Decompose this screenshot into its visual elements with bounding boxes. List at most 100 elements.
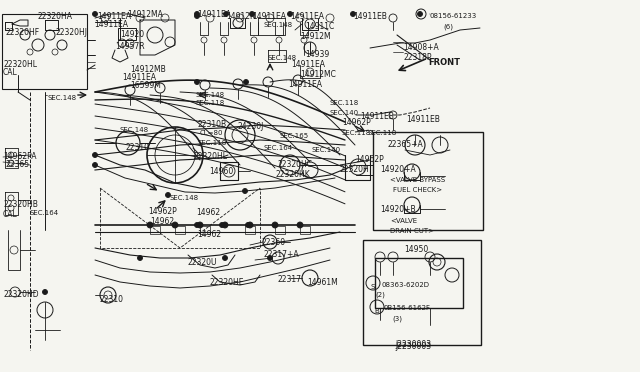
Text: SEC.118: SEC.118 (368, 130, 397, 136)
Text: 08156-61233: 08156-61233 (430, 13, 477, 19)
Text: 14911EB: 14911EB (406, 115, 440, 124)
Circle shape (417, 12, 422, 16)
Text: SEC.148: SEC.148 (195, 92, 224, 98)
Text: 22310: 22310 (100, 295, 124, 304)
Circle shape (223, 12, 228, 16)
Text: FRONT: FRONT (428, 58, 460, 67)
Text: 22320HL: 22320HL (3, 60, 37, 69)
Text: J2230003: J2230003 (395, 340, 431, 349)
Text: 14920: 14920 (120, 30, 144, 39)
Circle shape (222, 222, 228, 228)
Circle shape (297, 222, 303, 228)
Circle shape (93, 12, 97, 16)
Circle shape (246, 222, 250, 228)
Text: 22320HA: 22320HA (37, 12, 72, 21)
Circle shape (195, 222, 200, 228)
Text: 22320HJ: 22320HJ (55, 28, 87, 37)
Bar (373, 132, 483, 230)
Text: 14911EA: 14911EA (94, 20, 128, 29)
Circle shape (197, 222, 203, 228)
Circle shape (172, 222, 178, 228)
Text: 14911C: 14911C (305, 22, 334, 31)
Circle shape (42, 289, 47, 295)
Circle shape (93, 153, 97, 157)
Text: 14962: 14962 (150, 217, 174, 226)
Text: 22365+A: 22365+A (388, 140, 424, 149)
Text: SEC.164: SEC.164 (264, 145, 293, 151)
Text: SEC.148: SEC.148 (120, 127, 149, 133)
Text: 22320HD: 22320HD (3, 290, 38, 299)
Text: DRAIN CUT>: DRAIN CUT> (390, 228, 434, 234)
Text: 14911EB: 14911EB (360, 112, 394, 121)
Text: 22320HE: 22320HE (210, 278, 244, 287)
Text: SEC.118: SEC.118 (330, 100, 359, 106)
Text: 22320U: 22320U (188, 258, 218, 267)
Text: (2): (2) (375, 292, 385, 298)
Circle shape (223, 256, 227, 260)
Text: 14911EA: 14911EA (122, 73, 156, 82)
Text: <VALVE BYPASS: <VALVE BYPASS (390, 177, 445, 183)
Text: B: B (374, 308, 380, 314)
Text: SEC.118: SEC.118 (195, 100, 224, 106)
Circle shape (93, 163, 97, 167)
Text: SEC.148: SEC.148 (263, 22, 292, 28)
Text: 14962P: 14962P (355, 155, 384, 164)
Text: 14920+A: 14920+A (380, 165, 416, 174)
Text: 14912N: 14912N (226, 12, 256, 21)
Text: 22320HB: 22320HB (3, 200, 38, 209)
Text: 14911EB: 14911EB (353, 12, 387, 21)
Text: 14911EA: 14911EA (97, 12, 131, 21)
Bar (200, 226, 210, 234)
Circle shape (351, 12, 355, 16)
Bar (363, 240, 481, 345)
Text: 08363-6202D: 08363-6202D (382, 282, 430, 288)
Text: SEC.118: SEC.118 (342, 130, 371, 136)
Bar (375, 258, 463, 308)
Bar (2, 14, 87, 89)
Text: 22320HF: 22320HF (5, 28, 39, 37)
Text: 22365: 22365 (6, 160, 30, 169)
Circle shape (247, 222, 253, 228)
Text: CL=80: CL=80 (200, 130, 223, 136)
Text: SEC.148: SEC.148 (47, 95, 76, 101)
Text: 14939: 14939 (305, 50, 329, 59)
Bar (300, 226, 310, 234)
Bar (150, 226, 160, 234)
Text: 14961M: 14961M (307, 278, 338, 287)
Text: (3): (3) (392, 316, 402, 323)
Text: 22320H: 22320H (340, 165, 370, 174)
Circle shape (166, 192, 170, 198)
Bar (275, 226, 285, 234)
Text: 14912MC: 14912MC (300, 70, 336, 79)
Text: 22318P: 22318P (404, 53, 433, 62)
Circle shape (195, 12, 200, 16)
Text: 14920+B: 14920+B (380, 205, 415, 214)
Circle shape (250, 12, 255, 16)
Circle shape (272, 222, 278, 228)
Text: CAL: CAL (3, 68, 18, 77)
Text: SEC.148: SEC.148 (267, 55, 296, 61)
Bar (245, 226, 255, 234)
Text: SEC.140: SEC.140 (311, 147, 340, 153)
Text: 14962PA: 14962PA (3, 152, 36, 161)
Text: J2230003: J2230003 (395, 342, 431, 351)
Text: SEC.164: SEC.164 (30, 210, 59, 216)
Text: CAL: CAL (3, 210, 18, 219)
Bar (175, 226, 185, 234)
Circle shape (195, 80, 200, 84)
Text: 14912MB: 14912MB (130, 65, 166, 74)
Text: 16599M: 16599M (130, 81, 161, 90)
Text: SEC.118: SEC.118 (198, 140, 227, 146)
Text: 14960: 14960 (209, 167, 233, 176)
Text: 22320HK: 22320HK (275, 170, 310, 179)
Text: 14962P: 14962P (342, 118, 371, 127)
Circle shape (147, 222, 153, 228)
Circle shape (138, 256, 143, 260)
Text: 14912M: 14912M (300, 32, 331, 41)
Text: 14911EA: 14911EA (252, 12, 286, 21)
Text: SEC.148: SEC.148 (170, 195, 199, 201)
Text: 0B156-6162F: 0B156-6162F (384, 305, 431, 311)
Circle shape (287, 12, 292, 16)
Text: 14911EA: 14911EA (197, 10, 231, 19)
Text: 22320HL: 22320HL (193, 152, 227, 161)
